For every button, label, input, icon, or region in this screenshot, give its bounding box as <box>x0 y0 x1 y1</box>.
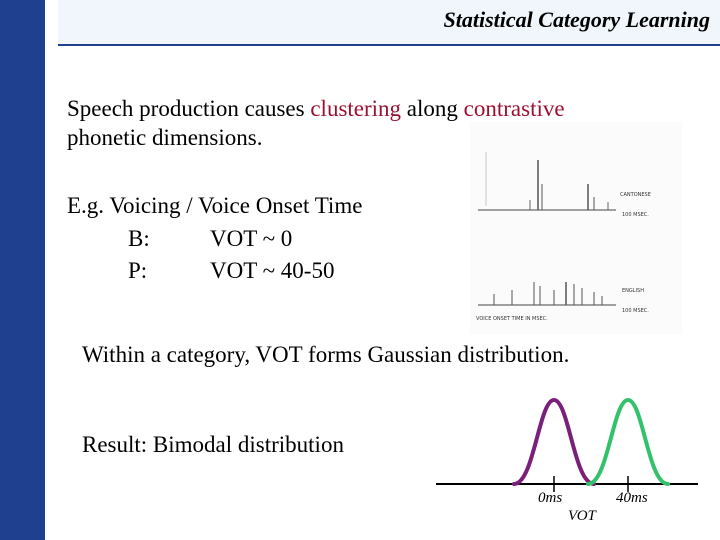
b-category-curve <box>512 397 596 486</box>
scan-msec-bottom: 100 MSEC. <box>622 308 649 314</box>
highlight-contrastive: contrastive <box>463 96 565 121</box>
scan-label-top: CANTONESE <box>620 192 651 198</box>
paragraph-line-2: phonetic dimensions. <box>67 125 263 150</box>
scan-axis-label: VOICE ONSET TIME IN MSEC. <box>476 316 548 322</box>
text-segment: Speech production causes <box>67 96 311 121</box>
slide-title: Statistical Category Learning <box>443 7 710 32</box>
header-bar: Statistical Category Learning <box>58 0 720 46</box>
result-line: Result: Bimodal distribution <box>82 432 344 457</box>
vot-histogram-scan: CANTONESE 100 MSEC. ENGLISH 100 MSEC. VO… <box>470 122 682 334</box>
example-line: E.g. Voicing / Voice Onset Time <box>67 193 363 218</box>
bimodal-diagram: 0ms 40ms VOT <box>436 392 706 532</box>
vot-axis-label: VOT <box>568 508 596 524</box>
p-label: P: <box>128 258 148 283</box>
tick-label-0ms: 0ms <box>538 490 563 506</box>
text-segment: along <box>401 96 464 121</box>
b-value: VOT ~ 0 <box>210 226 293 251</box>
p-value: VOT ~ 40-50 <box>210 258 335 283</box>
paragraph-line-1: Speech production causes clustering alon… <box>67 94 565 123</box>
highlight-clustering: clustering <box>310 96 402 121</box>
gaussian-line: Within a category, VOT forms Gaussian di… <box>82 342 570 367</box>
scan-msec-top: 100 MSEC. <box>622 212 649 218</box>
left-sidebar-band <box>0 0 45 540</box>
b-label: B: <box>128 226 150 251</box>
scan-label-bottom: ENGLISH <box>622 288 644 294</box>
p-category-curve <box>586 397 670 486</box>
tick-label-40ms: 40ms <box>616 490 648 506</box>
